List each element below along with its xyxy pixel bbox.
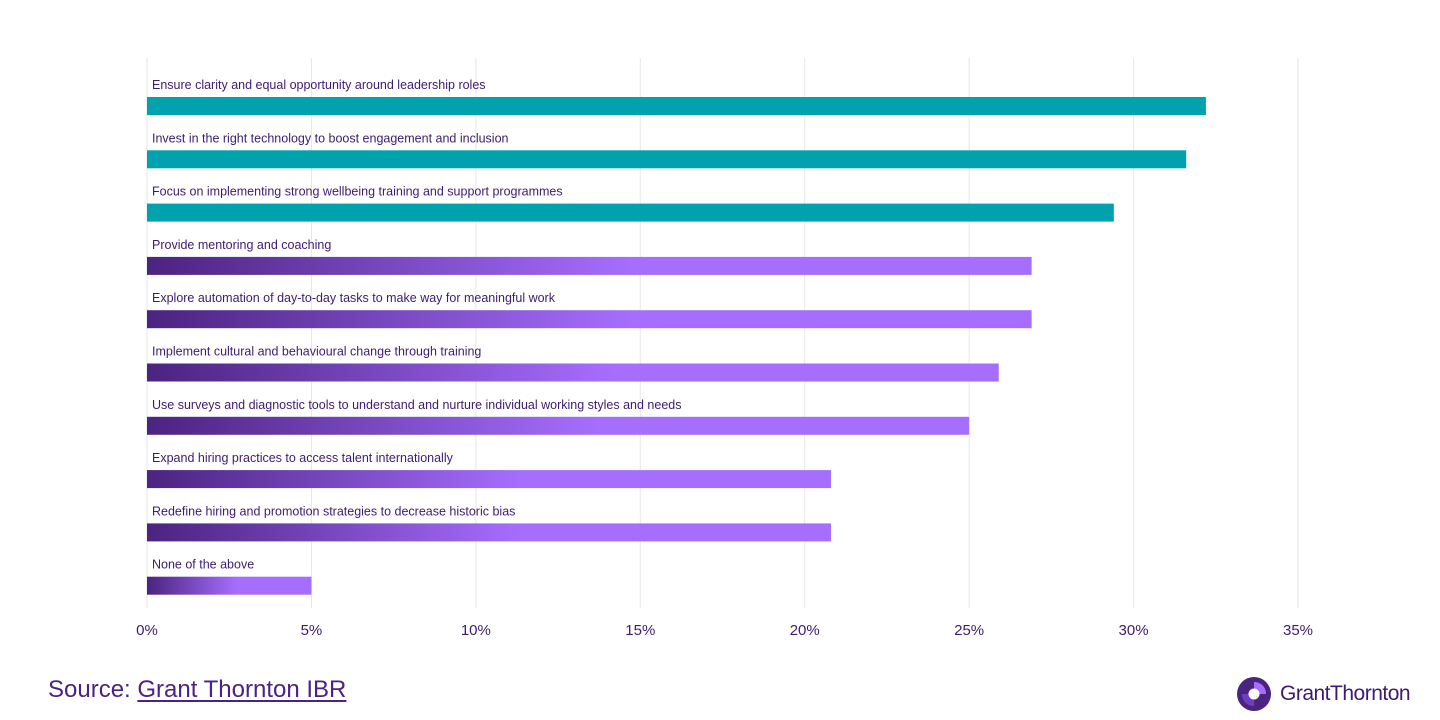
gridlines (146, 58, 1299, 608)
x-tick-label: 25% (954, 622, 984, 639)
bar (147, 470, 832, 489)
x-tick-label: 35% (1283, 622, 1313, 639)
x-tick-label: 15% (625, 622, 655, 639)
bar (147, 576, 312, 595)
bar-category-label: Provide mentoring and coaching (152, 238, 331, 252)
bars (147, 97, 1206, 595)
bar-category-label: Explore automation of day-to-day tasks t… (152, 291, 556, 305)
bar (147, 97, 1206, 115)
bar (147, 310, 1032, 329)
bar-category-label: Use surveys and diagnostic tools to unde… (152, 398, 681, 412)
bar-category-label: Redefine hiring and promotion strategies… (152, 504, 515, 518)
bar (147, 150, 1187, 169)
bar (147, 523, 832, 542)
bar-category-label: Expand hiring practices to access talent… (152, 451, 454, 465)
bar-category-label: Invest in the right technology to boost … (152, 131, 509, 145)
bar-category-label: Focus on implementing strong wellbeing t… (152, 185, 563, 199)
logo-icon (1237, 677, 1271, 711)
bar-chart: Ensure clarity and equal opportunity aro… (136, 58, 1313, 639)
x-tick-label: 5% (301, 622, 323, 639)
bar (147, 256, 1032, 275)
bar (147, 416, 970, 435)
bar-category-label: Implement cultural and behavioural chang… (152, 345, 481, 359)
x-tick-label: 0% (136, 622, 158, 639)
x-axis-ticks: 0% 5% 10% 15% 20% 25% 30% 35% (136, 622, 1313, 639)
source-prefix: Source: (48, 676, 138, 703)
x-tick-label: 30% (1119, 622, 1149, 639)
bar-labels: Ensure clarity and equal opportunity aro… (152, 78, 681, 572)
bar (147, 363, 999, 382)
x-tick-label: 20% (790, 622, 820, 639)
x-tick-label: 10% (461, 622, 491, 639)
bar-category-label: None of the above (152, 558, 254, 572)
grant-thornton-logo: GrantThornton (1236, 676, 1411, 712)
bar-category-label: Ensure clarity and equal opportunity aro… (152, 78, 486, 92)
source-link[interactable]: Grant Thornton IBR (137, 676, 347, 703)
source-note: Source: Grant Thornton IBR (48, 676, 346, 704)
bar (147, 203, 1114, 222)
logo-text: GrantThornton (1280, 682, 1411, 705)
